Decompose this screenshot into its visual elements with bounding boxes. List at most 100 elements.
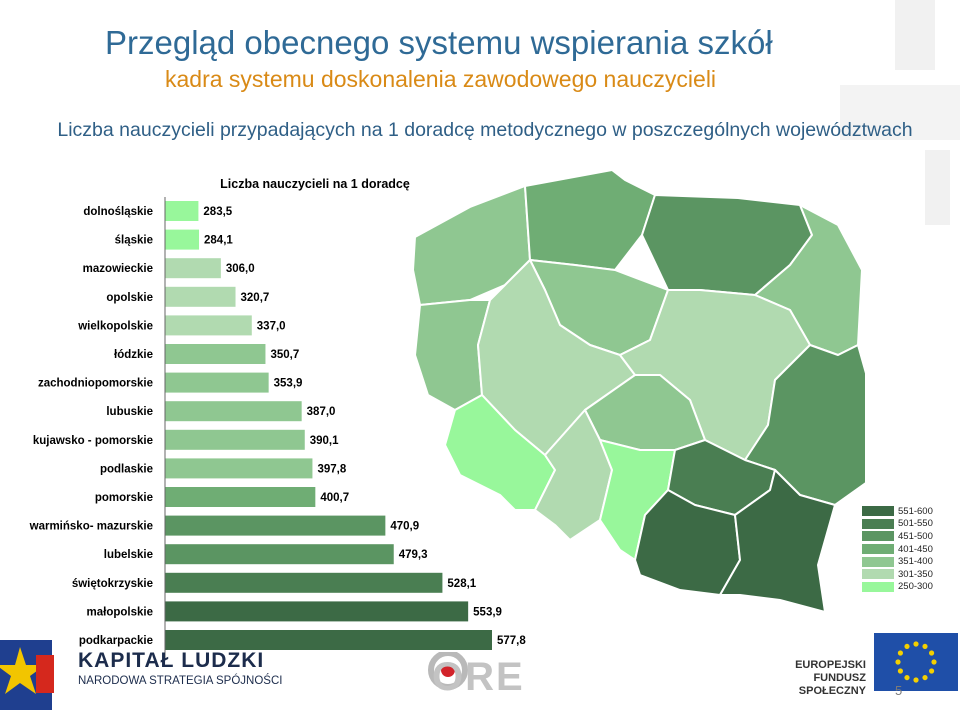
region-malopolskie [634, 489, 741, 596]
brand-subtitle: NARODOWA STRATEGIA SPÓJNOŚCI [78, 675, 283, 687]
eu-star-3 [913, 677, 919, 683]
bar-8 [165, 429, 305, 450]
brand-title: KAPITAŁ LUDZKI [78, 649, 265, 672]
value-label-5: 350,7 [270, 349, 299, 361]
legend-item-5: 301-350 [862, 568, 934, 581]
eu-star-0 [931, 659, 937, 665]
legend-label-2: 451-500 [898, 530, 933, 542]
chart-caption: Liczba nauczycieli przypadających na 1 d… [57, 119, 913, 141]
legend-label-1: 501-550 [898, 518, 933, 530]
legend-item-6: 250-300 [862, 581, 934, 594]
bar-6 [165, 372, 269, 393]
background-decoration [840, 0, 960, 225]
value-label-10: 400,7 [320, 492, 349, 504]
category-label-15: podkarpackie [79, 635, 153, 647]
bar-11 [165, 515, 386, 536]
category-label-1: śląskie [115, 235, 153, 247]
bar-5 [165, 344, 266, 364]
value-label-15: 577,8 [497, 635, 526, 647]
category-label-7: lubuskie [106, 406, 153, 418]
legend-swatch-3 [862, 544, 894, 555]
legend-label-6: 250-300 [898, 581, 933, 593]
eu-star-4 [904, 674, 910, 681]
bar-15 [165, 630, 492, 650]
ore-text: ORE [432, 655, 525, 697]
bar-9 [165, 458, 313, 479]
category-label-13: świętokrzyskie [72, 578, 153, 590]
eu-star-1 [928, 668, 935, 674]
bar-4 [165, 315, 252, 336]
bar-7 [165, 401, 302, 422]
page-number: 5 [895, 683, 903, 698]
category-label-11: warmińsko- mazurskie [29, 521, 153, 533]
legend-item-1: 501-550 [862, 518, 934, 531]
kapital-ludzki-star-logo [0, 640, 54, 710]
bar-chart: Liczba nauczycieli na 1 doradcę dolnoślą… [29, 177, 526, 659]
eu-line-1: EUROPEJSKI [795, 659, 866, 671]
eu-flag-icon [874, 633, 958, 691]
category-label-10: pomorskie [95, 492, 153, 504]
legend-label-3: 401-450 [898, 543, 933, 555]
legend-item-0: 551-600 [862, 505, 934, 518]
value-label-11: 470,9 [390, 521, 419, 533]
eu-star-9 [913, 641, 919, 647]
value-label-1: 284,1 [204, 235, 233, 247]
value-label-2: 306,0 [226, 263, 255, 275]
eu-star-5 [897, 668, 904, 674]
category-label-14: małopolskie [87, 606, 153, 618]
value-label-3: 320,7 [241, 292, 270, 304]
eu-star-10 [922, 643, 928, 650]
bar-2 [165, 258, 221, 279]
bar-12 [165, 544, 394, 565]
bar-13 [165, 572, 443, 593]
legend-label-5: 301-350 [898, 568, 933, 580]
legend-swatch-2 [862, 531, 894, 542]
value-label-8: 390,1 [310, 435, 339, 447]
value-label-9: 397,8 [317, 463, 346, 475]
chart-title: Liczba nauczycieli na 1 doradcę [220, 177, 410, 191]
category-label-0: dolnośląskie [83, 206, 153, 218]
legend-item-4: 351-400 [862, 555, 934, 568]
chart-legend: 551-600 501-550 451-500 401-450 351-400 301-3… [862, 505, 934, 593]
region-opolskie [534, 409, 613, 541]
eu-star-7 [897, 650, 904, 656]
legend-swatch-5 [862, 569, 894, 580]
legend-swatch-6 [862, 581, 894, 592]
value-label-7: 387,0 [307, 406, 336, 418]
value-label-0: 283,5 [203, 206, 232, 218]
eu-star-2 [922, 674, 928, 681]
eu-star-11 [928, 650, 935, 656]
value-label-14: 553,9 [473, 606, 502, 618]
bar-10 [165, 487, 316, 507]
legend-label-4: 351-400 [898, 556, 933, 568]
value-label-4: 337,0 [257, 320, 286, 332]
category-label-9: podlaskie [100, 463, 153, 475]
category-label-4: wielkopolskie [77, 320, 153, 332]
bar-14 [165, 601, 469, 622]
page-subtitle: kadra systemu doskonalenia zawodowego na… [165, 66, 717, 92]
legend-item-3: 401-450 [862, 543, 934, 556]
eu-star-8 [904, 643, 910, 650]
bar-3 [165, 286, 236, 307]
eu-line-2: FUNDUSZ SPOŁECZNY [798, 672, 866, 697]
legend-swatch-1 [862, 518, 894, 529]
value-label-6: 353,9 [274, 378, 303, 390]
legend-swatch-0 [862, 506, 894, 517]
bar-1 [165, 229, 200, 250]
region-pomorskie [524, 169, 656, 271]
poland-map [412, 169, 865, 613]
eu-fund-text: EUROPEJSKI FUNDUSZ SPOŁECZNY [752, 659, 866, 698]
ore-logo: ORE [428, 652, 525, 697]
page-title: Przegląd obecnego systemu wspierania szk… [105, 24, 773, 61]
bar-0 [165, 201, 199, 221]
value-label-12: 479,3 [399, 549, 428, 561]
category-label-5: łódzkie [114, 349, 153, 361]
region-podkarpackie [719, 469, 836, 613]
category-label-3: opolskie [106, 292, 153, 304]
category-label-12: lubelskie [104, 549, 153, 561]
value-label-13: 528,1 [447, 578, 476, 590]
legend-item-2: 451-500 [862, 530, 934, 543]
category-label-8: kujawsko - pomorskie [33, 435, 153, 447]
category-label-2: mazowieckie [83, 263, 153, 275]
legend-label-0: 551-600 [898, 505, 933, 517]
